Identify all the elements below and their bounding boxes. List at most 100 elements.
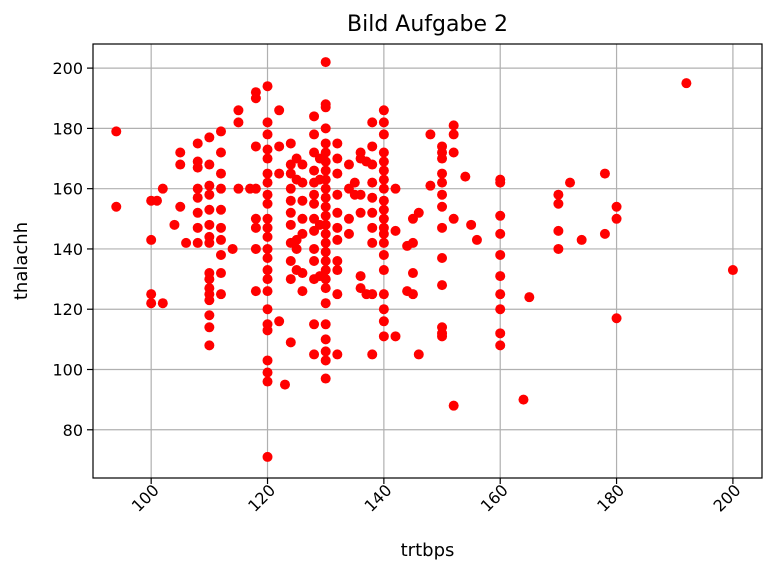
data-point bbox=[367, 207, 378, 218]
data-point bbox=[320, 156, 331, 167]
data-point bbox=[250, 183, 261, 194]
data-point bbox=[169, 219, 180, 230]
data-point bbox=[320, 123, 331, 134]
data-point bbox=[378, 304, 389, 315]
data-point bbox=[309, 165, 320, 176]
data-point bbox=[320, 174, 331, 185]
data-point bbox=[343, 159, 354, 170]
y-tick-label: 80 bbox=[63, 421, 83, 440]
data-point bbox=[448, 120, 459, 131]
data-point bbox=[285, 256, 296, 266]
data-point bbox=[297, 286, 308, 297]
data-point bbox=[332, 222, 343, 233]
data-point bbox=[378, 129, 389, 140]
data-point bbox=[146, 234, 157, 245]
data-point bbox=[355, 271, 366, 282]
data-point bbox=[320, 373, 331, 384]
data-point bbox=[495, 177, 506, 188]
data-point bbox=[262, 355, 273, 366]
data-point bbox=[262, 144, 273, 155]
data-point bbox=[320, 346, 331, 357]
data-point bbox=[437, 331, 448, 342]
data-point bbox=[111, 126, 122, 137]
data-point bbox=[192, 237, 203, 248]
data-point bbox=[378, 249, 389, 260]
data-point bbox=[553, 198, 564, 209]
data-point bbox=[250, 93, 261, 104]
data-point bbox=[192, 162, 203, 173]
data-point bbox=[437, 177, 448, 188]
data-point bbox=[262, 153, 273, 164]
data-point bbox=[727, 265, 738, 276]
data-point bbox=[320, 183, 331, 194]
data-point bbox=[553, 225, 564, 236]
data-point bbox=[215, 234, 226, 245]
data-point bbox=[495, 340, 506, 351]
x-tick-label: 120 bbox=[244, 481, 279, 516]
data-point bbox=[204, 322, 215, 333]
data-point bbox=[466, 219, 477, 230]
data-point bbox=[320, 283, 331, 294]
data-point bbox=[215, 126, 226, 137]
data-point bbox=[332, 265, 343, 276]
data-point bbox=[378, 165, 389, 176]
data-point bbox=[262, 81, 273, 92]
data-point bbox=[175, 159, 186, 170]
data-point bbox=[215, 222, 226, 233]
data-point bbox=[332, 138, 343, 149]
data-point bbox=[215, 249, 226, 260]
data-point bbox=[309, 256, 320, 266]
data-point bbox=[285, 219, 296, 230]
data-point bbox=[448, 129, 459, 140]
data-point bbox=[320, 219, 331, 230]
x-tick-label: 160 bbox=[477, 481, 512, 516]
data-point bbox=[407, 237, 418, 248]
data-point bbox=[309, 189, 320, 200]
data-point bbox=[320, 165, 331, 176]
data-point bbox=[233, 183, 244, 194]
data-point bbox=[250, 222, 261, 233]
data-point bbox=[320, 274, 331, 285]
data-point bbox=[262, 304, 273, 315]
data-point bbox=[320, 102, 331, 113]
data-points bbox=[111, 57, 738, 462]
data-point bbox=[378, 289, 389, 300]
data-point bbox=[460, 171, 471, 182]
data-point bbox=[192, 222, 203, 233]
data-point bbox=[495, 271, 506, 282]
data-point bbox=[285, 274, 296, 285]
axis-ticks: 100 120 140 160 180 200 80 100 120 140 160 180 200 bbox=[52, 59, 744, 516]
data-point bbox=[181, 237, 192, 248]
data-point bbox=[297, 228, 308, 239]
data-point bbox=[378, 195, 389, 206]
data-point bbox=[378, 237, 389, 248]
data-point bbox=[320, 256, 331, 266]
data-point bbox=[448, 400, 459, 411]
data-point bbox=[320, 237, 331, 248]
data-point bbox=[192, 183, 203, 194]
data-point bbox=[262, 198, 273, 209]
data-point bbox=[204, 159, 215, 170]
data-point bbox=[309, 111, 320, 122]
data-point bbox=[262, 222, 273, 233]
data-point bbox=[233, 105, 244, 116]
data-point bbox=[378, 156, 389, 167]
data-point bbox=[367, 192, 378, 203]
data-point bbox=[262, 265, 273, 276]
data-point bbox=[274, 168, 285, 179]
data-point bbox=[157, 183, 168, 194]
data-point bbox=[425, 129, 436, 140]
data-point bbox=[524, 292, 535, 303]
data-point bbox=[250, 141, 261, 152]
data-point bbox=[291, 243, 302, 254]
data-point bbox=[320, 228, 331, 239]
data-point bbox=[611, 313, 622, 324]
data-point bbox=[378, 204, 389, 215]
x-axis-label: trtbps bbox=[401, 540, 455, 561]
data-point bbox=[204, 340, 215, 351]
data-point bbox=[309, 198, 320, 209]
data-point bbox=[175, 147, 186, 158]
data-point bbox=[111, 201, 122, 212]
data-point bbox=[146, 298, 157, 309]
